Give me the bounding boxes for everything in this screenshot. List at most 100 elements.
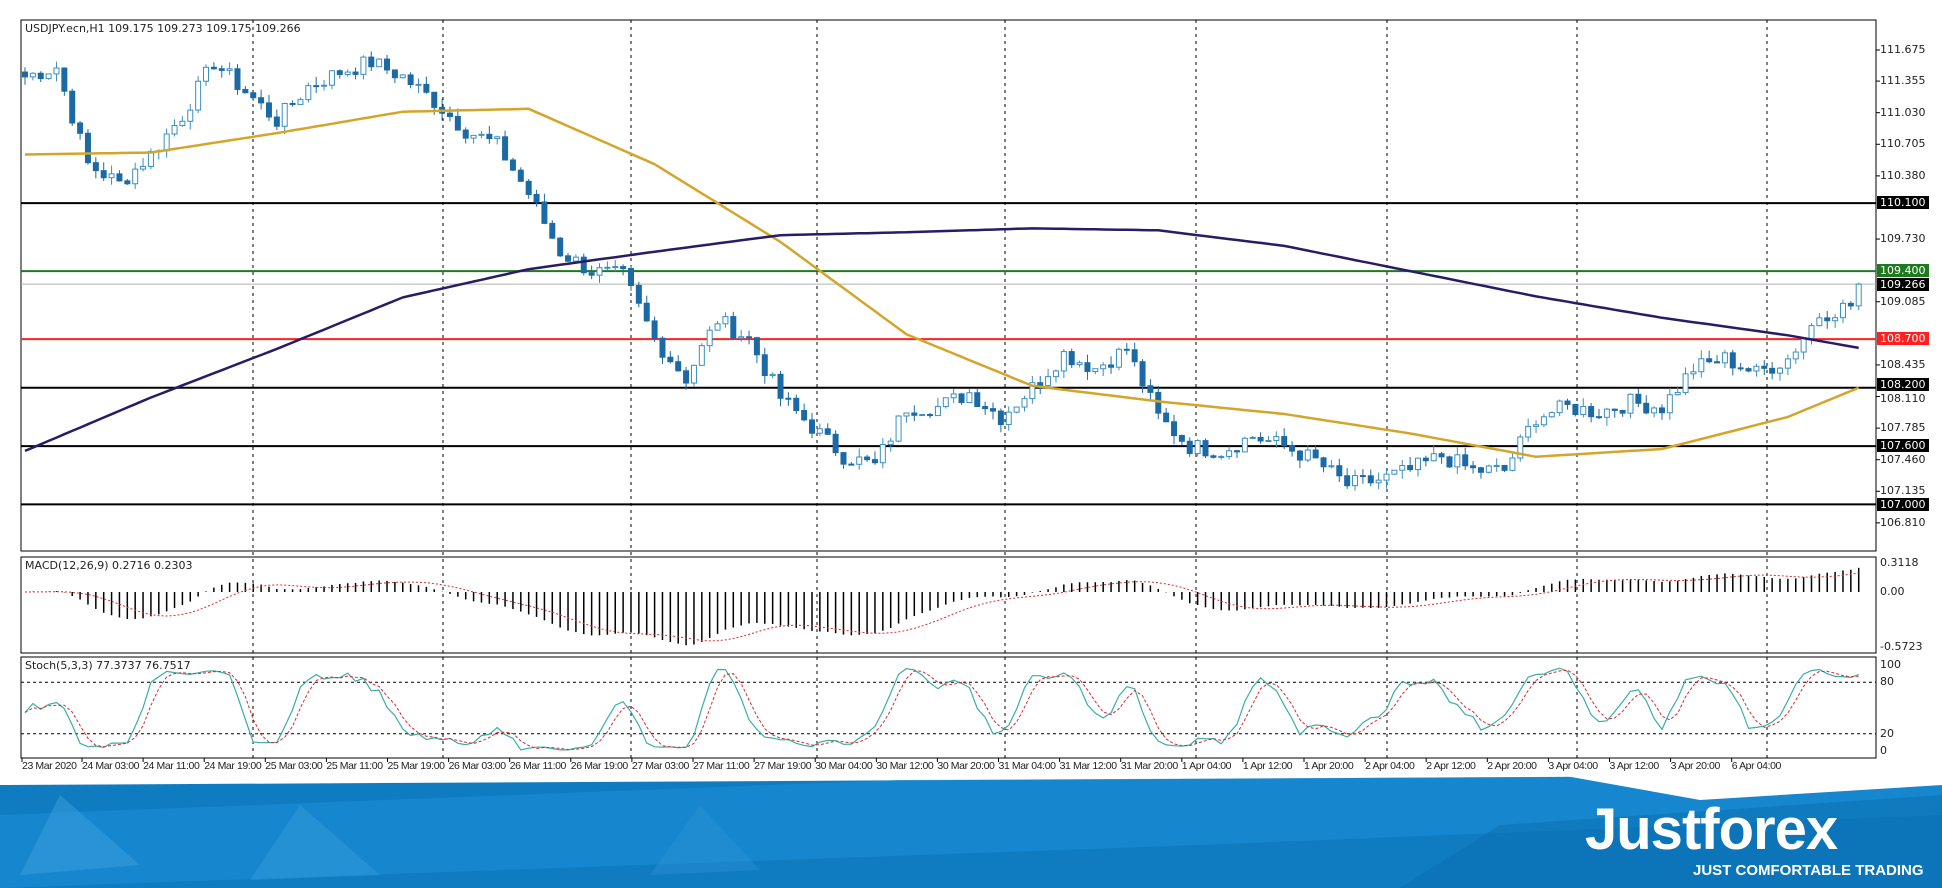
candle-body (1674, 391, 1681, 396)
candle-body (1249, 436, 1256, 439)
candle (336, 69, 343, 79)
candle-body (1572, 403, 1579, 415)
candle (1619, 409, 1626, 417)
candle-body (895, 415, 902, 442)
candle-body (1761, 365, 1768, 369)
candle (588, 265, 595, 280)
candle-body (1171, 421, 1178, 437)
candle-body (746, 336, 753, 339)
candle (785, 392, 792, 406)
candle (997, 408, 1004, 433)
candle-body (1588, 406, 1595, 418)
candle-body (1131, 349, 1138, 363)
candle-body (1202, 440, 1209, 457)
time-tick-label: 26 Mar 11:00 (509, 760, 567, 772)
candle (305, 82, 312, 103)
candle (982, 401, 989, 415)
candle-body (809, 419, 815, 434)
candle (1564, 398, 1571, 410)
candle-body (1729, 352, 1736, 369)
candle-body (454, 115, 461, 131)
candle-body (824, 428, 831, 435)
candle-body (1753, 365, 1760, 372)
candle-body (1068, 351, 1075, 366)
candle (1233, 449, 1240, 458)
candle-body (1194, 440, 1201, 454)
candle (1289, 441, 1296, 457)
candle-body (84, 132, 91, 164)
level-tag: 110.100 (1877, 196, 1929, 210)
candle (415, 78, 422, 93)
candle (1525, 418, 1532, 442)
candle (116, 170, 123, 182)
candle (486, 126, 493, 144)
candle (1060, 348, 1067, 378)
candle (1367, 469, 1374, 487)
candle (1068, 348, 1075, 369)
candle (1721, 349, 1728, 368)
candle-body (1060, 351, 1067, 372)
candle (801, 403, 808, 422)
candle (281, 102, 288, 135)
time-tick-label: 30 Mar 12:00 (876, 760, 934, 772)
candle-body (1123, 348, 1130, 351)
main-pane (20, 19, 1877, 552)
price-chart[interactable] (0, 0, 1942, 775)
candle-body (1792, 351, 1799, 360)
level-tag: 109.400 (1877, 263, 1929, 277)
candle-body (769, 373, 776, 377)
candle (1115, 347, 1122, 371)
candle-body (399, 74, 406, 79)
candle-body (541, 201, 548, 224)
candle-body (1399, 465, 1406, 471)
candle-body (1312, 449, 1319, 459)
candle (29, 72, 36, 81)
candle-body (1855, 283, 1862, 307)
candle (273, 109, 280, 131)
candle-body (1430, 453, 1437, 462)
candle (360, 55, 367, 80)
candle (84, 128, 91, 165)
candle (1108, 356, 1115, 374)
candle-body (1257, 436, 1264, 442)
time-tick-label: 2 Apr 12:00 (1426, 760, 1476, 772)
candle-body (1493, 464, 1500, 467)
candle (1391, 469, 1398, 475)
candle-body (958, 393, 965, 403)
price-tick-label: 110.705 (1880, 137, 1926, 151)
candle (895, 415, 902, 443)
candle (974, 388, 981, 408)
candle (226, 62, 233, 76)
candle-body (242, 88, 249, 94)
candle (1438, 451, 1445, 464)
candle-body (1438, 453, 1445, 458)
candle-body (1643, 402, 1650, 414)
candle-body (509, 159, 516, 171)
candle-body (1698, 358, 1705, 373)
candle (824, 423, 831, 436)
macd-tick-label: 0.3118 (1880, 556, 1919, 569)
candle (352, 67, 359, 80)
level-tag: 108.200 (1877, 378, 1929, 392)
candle (722, 312, 729, 328)
candle-body (234, 68, 241, 90)
candle-body (627, 268, 634, 286)
time-tick-label: 25 Mar 03:00 (265, 760, 323, 772)
time-tick-label: 24 Mar 03:00 (82, 760, 140, 772)
candle-body (171, 125, 178, 135)
candle-body (1635, 393, 1642, 404)
candle-body (565, 255, 572, 262)
time-tick-label: 3 Apr 12:00 (1609, 760, 1660, 772)
candle (990, 402, 997, 420)
macd-tick-label: 0.00 (1880, 585, 1905, 598)
candle (1855, 282, 1862, 311)
candle-body (250, 92, 257, 99)
candle-body (124, 180, 131, 185)
candle-body (761, 354, 768, 377)
candle-body (53, 67, 60, 75)
candle-body (1784, 358, 1791, 369)
candle-body (1115, 348, 1122, 368)
candle-body (1391, 469, 1398, 475)
time-tick-label: 25 Mar 11:00 (326, 760, 383, 772)
stoch-pane (20, 656, 1877, 759)
